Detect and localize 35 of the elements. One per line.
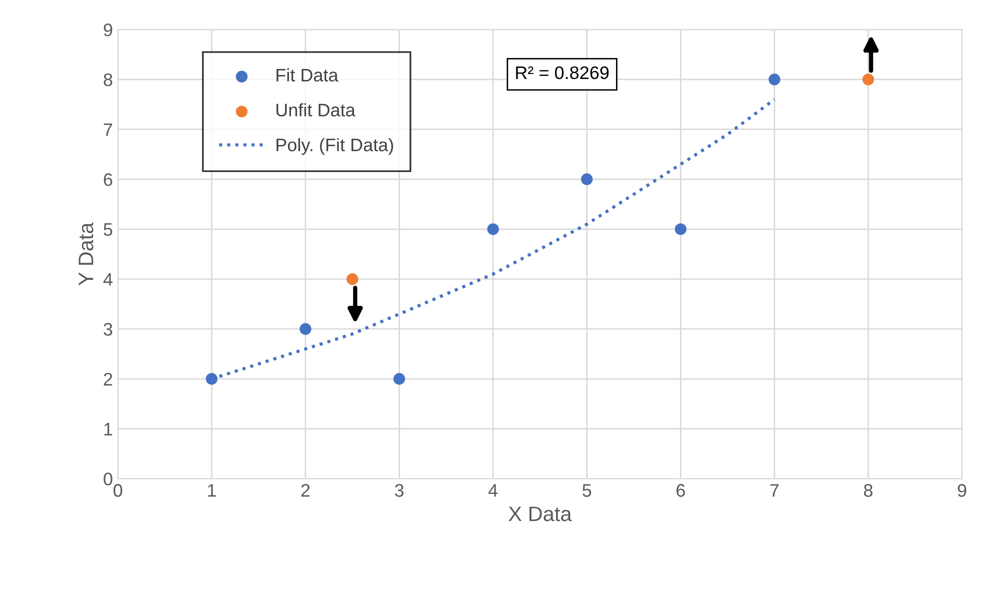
y-tick-label: 3 <box>104 322 112 336</box>
point <box>768 74 780 86</box>
x-tick-label: 3 <box>394 484 404 497</box>
y-axis-title: Y Data <box>78 222 94 286</box>
point <box>862 74 874 86</box>
y-tick-label: 0 <box>104 472 112 486</box>
point <box>393 373 406 385</box>
x-tick-label: 1 <box>208 484 216 497</box>
x-tick-label: 7 <box>770 484 779 497</box>
point <box>581 173 593 186</box>
x-tick-label: 5 <box>582 484 592 497</box>
x-tick-label: 4 <box>488 484 498 497</box>
x-tick-label: 0 <box>114 484 122 497</box>
annotation: R² = 0.8269 <box>516 66 609 80</box>
point <box>300 323 312 335</box>
x-tick-label: 9 <box>958 484 966 497</box>
y-tick-label: 7 <box>104 123 112 136</box>
x-tick-label: 8 <box>864 484 872 497</box>
legend-label: Fit Data <box>276 68 338 82</box>
y-tick-label: 6 <box>104 173 112 186</box>
y-tick-label: 8 <box>104 73 112 86</box>
y-tick-label: 4 <box>103 273 112 286</box>
x-tick-label: 2 <box>301 484 310 497</box>
y-tick-label: 1 <box>104 422 112 436</box>
y-tick-label: 9 <box>104 23 112 36</box>
x-axis-title: X Data <box>508 506 572 522</box>
y-tick-label: 2 <box>104 372 112 386</box>
legend-label: Unfit Data <box>276 103 356 116</box>
legend-label: Poly. (Fit Data) <box>276 138 394 155</box>
point <box>487 223 499 236</box>
point <box>346 273 358 285</box>
y-tick-label: 5 <box>104 223 112 236</box>
point <box>674 223 686 236</box>
x-tick-label: 6 <box>676 484 685 497</box>
point <box>206 373 218 385</box>
